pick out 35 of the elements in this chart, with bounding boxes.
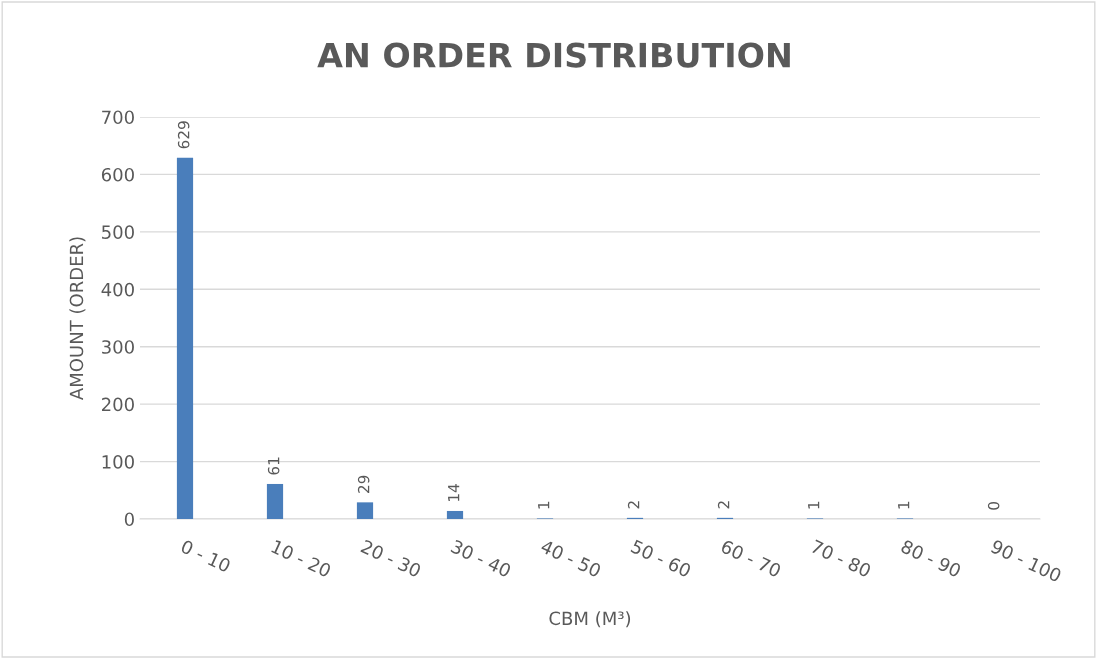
data-label: 2 <box>717 501 730 509</box>
y-tick-label: 300 <box>102 340 134 354</box>
bar <box>356 502 374 519</box>
y-tick-label: 400 <box>101 282 134 297</box>
y-axis-title: AMOUNT (ORDER) <box>69 237 86 401</box>
y-tick-label: 0 <box>124 512 134 527</box>
x-tick-label: 0 - 10 <box>180 539 232 573</box>
data-label: 1 <box>538 501 550 509</box>
x-tick-label: 10 - 20 <box>270 539 332 578</box>
data-label: 29 <box>357 475 370 493</box>
y-tick-label: 600 <box>101 167 134 182</box>
x-tick-label: 50 - 60 <box>630 539 692 578</box>
y-tick-label: 500 <box>102 225 134 239</box>
y-tick-label: 700 <box>102 110 134 125</box>
x-axis-title: CBM (M³) <box>549 611 631 628</box>
data-label: 1 <box>898 501 910 509</box>
x-tick-label: 60 - 70 <box>720 539 782 578</box>
x-tick-label: 40 - 50 <box>539 539 602 578</box>
y-tick-label: 100 <box>102 455 134 469</box>
x-tick-label: 70 - 80 <box>810 539 872 578</box>
data-label: 61 <box>267 457 280 475</box>
data-label: 14 <box>448 484 460 501</box>
x-tick-label: 90 - 100 <box>990 539 1063 583</box>
data-label: 0 <box>987 501 1000 510</box>
x-tick-label: 20 - 30 <box>360 539 422 578</box>
x-tick-label: 80 - 90 <box>900 539 962 578</box>
bar <box>266 483 284 519</box>
x-tick-label: 30 - 40 <box>450 539 512 578</box>
data-label: 2 <box>627 501 640 509</box>
y-tick-label: 200 <box>102 397 134 412</box>
bar <box>446 510 464 519</box>
bar <box>176 157 194 519</box>
chart-title: AN ORDER DISTRIBUTION <box>317 42 790 68</box>
data-label: 1 <box>808 501 820 509</box>
data-label: 629 <box>177 121 190 149</box>
